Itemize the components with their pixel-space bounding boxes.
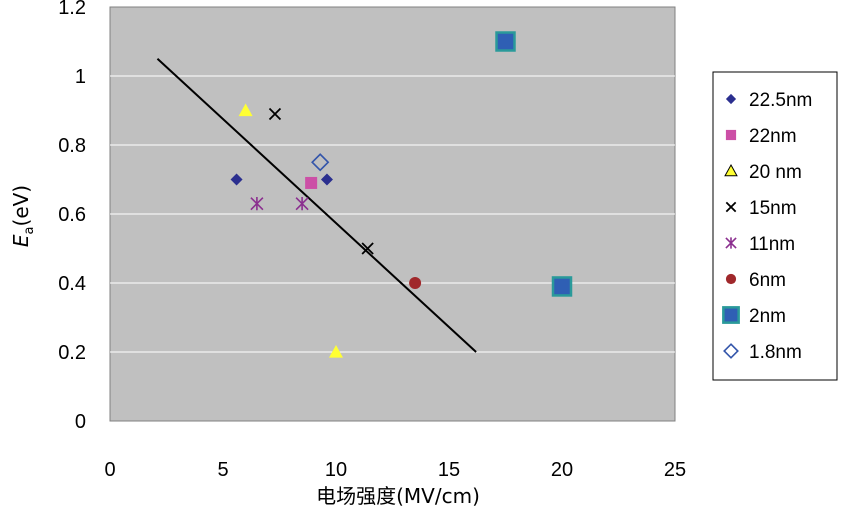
legend-label: 6nm bbox=[749, 270, 786, 291]
data-point bbox=[250, 197, 264, 211]
gridlines bbox=[110, 75, 675, 353]
x-tick-label: 0 bbox=[104, 459, 115, 481]
legend-marker bbox=[724, 164, 738, 177]
legend-label: 11nm bbox=[749, 234, 795, 255]
legend-label: 22nm bbox=[749, 126, 797, 147]
data-point bbox=[268, 107, 282, 121]
x-tick-label: 20 bbox=[551, 459, 573, 481]
data-point bbox=[311, 153, 330, 172]
y-axis-title: Ea(eV) bbox=[9, 185, 37, 247]
x-tick-labels: 0 5 10 15 20 25 bbox=[104, 459, 686, 481]
legend-label: 1.8nm bbox=[749, 342, 802, 363]
x-tick-label: 25 bbox=[664, 459, 686, 481]
y-tick-label: 1 bbox=[75, 66, 86, 88]
legend-box bbox=[712, 71, 838, 381]
y-tick-label: 0.2 bbox=[58, 342, 86, 364]
x-axis-title: 电场强度(MV/cm) bbox=[316, 484, 480, 508]
y-tick-label: 0.4 bbox=[58, 273, 86, 295]
x-tick-label: 15 bbox=[438, 459, 460, 481]
legend: 22.5nm 22nm 20 nm 15nm 11nm 6nm 2nm 1.8nm bbox=[722, 90, 812, 363]
legend-marker bbox=[725, 273, 737, 285]
legend-label: 22.5nm bbox=[749, 90, 812, 111]
legend-label: 20 nm bbox=[749, 162, 802, 183]
y-axis-title-main: E bbox=[9, 234, 33, 247]
data-point bbox=[320, 173, 333, 186]
y-axis-title-sub: a bbox=[22, 226, 37, 234]
legend-marker bbox=[723, 343, 739, 359]
legend-label: 15nm bbox=[749, 198, 797, 219]
legend-label: 2nm bbox=[749, 306, 786, 327]
y-tick-labels: 0 0.2 0.4 0.6 0.8 1 1.2 bbox=[58, 0, 86, 433]
data-point bbox=[305, 176, 318, 189]
data-point bbox=[495, 31, 516, 52]
legend-marker bbox=[725, 201, 737, 213]
y-tick-label: 1.2 bbox=[58, 0, 86, 19]
data-point bbox=[329, 345, 343, 358]
legend-marker bbox=[725, 129, 737, 141]
y-tick-label: 0 bbox=[75, 411, 86, 433]
legend-marker bbox=[722, 306, 740, 324]
data-points bbox=[230, 31, 573, 358]
data-point bbox=[238, 103, 253, 117]
x-tick-label: 10 bbox=[325, 459, 347, 481]
data-point bbox=[409, 277, 422, 289]
y-tick-label: 0.6 bbox=[58, 204, 86, 226]
legend-marker bbox=[725, 237, 737, 249]
y-tick-label: 0.8 bbox=[58, 135, 86, 157]
y-axis-title-unit: (eV) bbox=[9, 185, 33, 227]
data-point bbox=[230, 173, 243, 186]
legend-marker bbox=[725, 93, 737, 105]
x-tick-label: 5 bbox=[217, 459, 228, 481]
trendline bbox=[156, 58, 477, 353]
data-point bbox=[361, 242, 374, 255]
data-point bbox=[295, 197, 309, 211]
data-point bbox=[551, 276, 573, 297]
